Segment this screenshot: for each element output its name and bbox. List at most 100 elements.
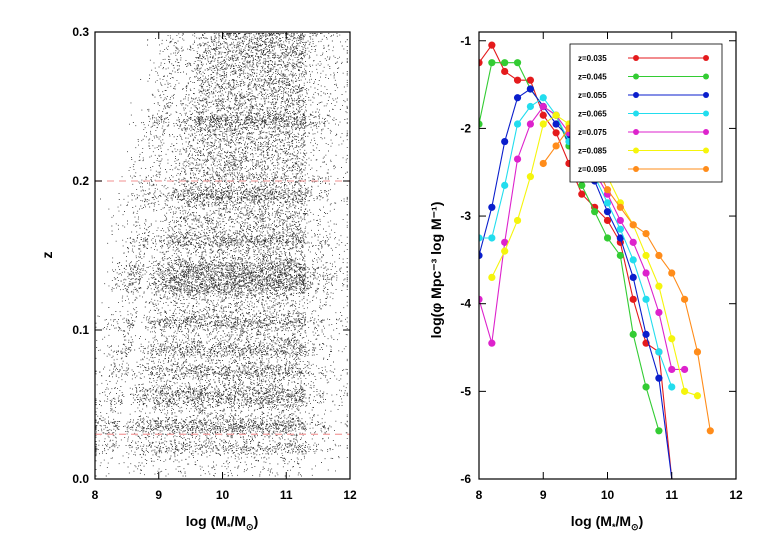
legend-marker xyxy=(633,147,639,154)
data-point xyxy=(488,59,496,67)
scatter-panel: 8 9 10 11 12 0.0 0.1 0.2 0.3 z log (M*/M⊙) xyxy=(39,25,357,532)
data-point xyxy=(642,330,650,338)
lf-y-tick-label: -1 xyxy=(460,34,471,48)
scatter-x-tick-label: 8 xyxy=(92,488,99,502)
data-point xyxy=(616,216,624,225)
legend-marker xyxy=(633,55,639,61)
data-point xyxy=(655,308,663,317)
data-point xyxy=(655,282,663,290)
mass-function-x-axis-title: log (M*/M⊙) xyxy=(571,513,644,532)
data-point xyxy=(655,374,663,382)
lf-x-tick-label: 10 xyxy=(601,488,615,502)
lf-y-tick-label: -6 xyxy=(460,472,471,486)
data-point xyxy=(526,102,535,111)
data-point xyxy=(642,383,650,391)
data-point xyxy=(591,208,599,216)
data-point xyxy=(616,203,624,211)
data-point xyxy=(552,120,560,128)
data-point xyxy=(706,427,714,435)
data-point xyxy=(655,251,663,260)
mass-function-panel: 8 9 10 11 12-6-5-4-3-2-1 z=0.035z=0.045z=0.0… xyxy=(428,31,743,532)
lf-x-tick-label: 9 xyxy=(540,488,547,502)
data-point xyxy=(513,76,522,84)
mass-function-ticks: 8 9 10 11 12 -6 -5 -4 -3 -2 -1 xyxy=(460,32,743,502)
data-point xyxy=(526,173,535,181)
scatter-x-tick-label: 9 xyxy=(155,488,162,502)
data-point xyxy=(513,120,522,128)
legend-label: z=0.085 xyxy=(578,147,607,156)
data-point xyxy=(655,348,663,356)
data-point xyxy=(479,234,483,242)
guide-lines xyxy=(95,180,350,435)
legend-marker xyxy=(703,73,709,80)
data-point xyxy=(501,59,509,67)
scatter-ticks: 8 9 10 11 12 0.0 0.1 0.2 0.3 xyxy=(72,25,357,502)
scatter-points xyxy=(95,33,348,477)
scatter-y-tick-label: 0.3 xyxy=(72,25,89,39)
data-point xyxy=(681,387,689,395)
data-point xyxy=(629,330,637,338)
data-point xyxy=(539,102,547,111)
data-point xyxy=(642,251,650,260)
legend-marker xyxy=(633,110,639,117)
legend-marker xyxy=(703,110,709,117)
data-point xyxy=(513,216,522,225)
scatter-point-cloud xyxy=(95,33,348,477)
data-point xyxy=(629,256,637,264)
legend-marker xyxy=(703,92,709,98)
legend-marker xyxy=(703,129,709,135)
data-point xyxy=(479,251,483,260)
data-point xyxy=(629,273,637,282)
scatter-y-tick-label: 0.0 xyxy=(72,472,89,486)
data-point xyxy=(501,137,509,146)
data-point xyxy=(479,295,483,303)
legend-marker xyxy=(703,147,709,154)
data-point xyxy=(578,181,586,189)
data-point xyxy=(539,159,547,168)
lf-y-tick-label: -5 xyxy=(460,384,471,398)
data-point xyxy=(513,94,522,102)
data-point xyxy=(526,76,535,84)
data-point xyxy=(668,383,676,391)
legend-marker xyxy=(633,129,639,135)
data-point xyxy=(488,203,496,211)
legend-marker xyxy=(633,166,639,172)
legend-label: z=0.095 xyxy=(578,165,607,174)
data-point xyxy=(479,59,483,67)
lf-x-tick-label: 8 xyxy=(476,488,483,502)
legend-marker xyxy=(633,92,639,98)
data-point xyxy=(539,94,547,102)
data-point xyxy=(513,155,522,163)
data-point xyxy=(552,111,560,119)
data-point xyxy=(681,295,689,303)
data-point xyxy=(526,85,535,93)
data-point xyxy=(513,59,522,67)
data-point xyxy=(488,41,496,49)
lf-y-tick-label: -3 xyxy=(460,209,471,223)
data-point xyxy=(603,199,612,207)
data-point xyxy=(668,269,676,277)
data-point xyxy=(539,111,547,119)
data-point xyxy=(501,247,509,255)
data-point xyxy=(578,190,586,198)
data-point xyxy=(488,273,496,282)
data-point xyxy=(616,225,624,233)
data-point xyxy=(501,181,509,189)
scatter-y-axis-title: z xyxy=(39,252,55,259)
data-point xyxy=(479,120,483,128)
data-point xyxy=(655,427,663,435)
data-point xyxy=(642,295,650,303)
scatter-x-tick-label: 12 xyxy=(343,488,357,502)
data-point xyxy=(603,234,612,242)
lf-y-tick-label: -2 xyxy=(460,121,471,135)
data-point xyxy=(603,186,612,194)
data-point xyxy=(616,251,624,260)
data-point xyxy=(642,269,650,277)
legend-marker xyxy=(703,166,709,172)
data-point xyxy=(603,208,612,216)
data-point xyxy=(668,365,676,374)
data-point xyxy=(501,67,509,76)
mass-function-y-axis-title: log(φ Mpc⁻³ log M⁻¹) xyxy=(428,202,444,339)
legend-label: z=0.035 xyxy=(578,54,607,63)
